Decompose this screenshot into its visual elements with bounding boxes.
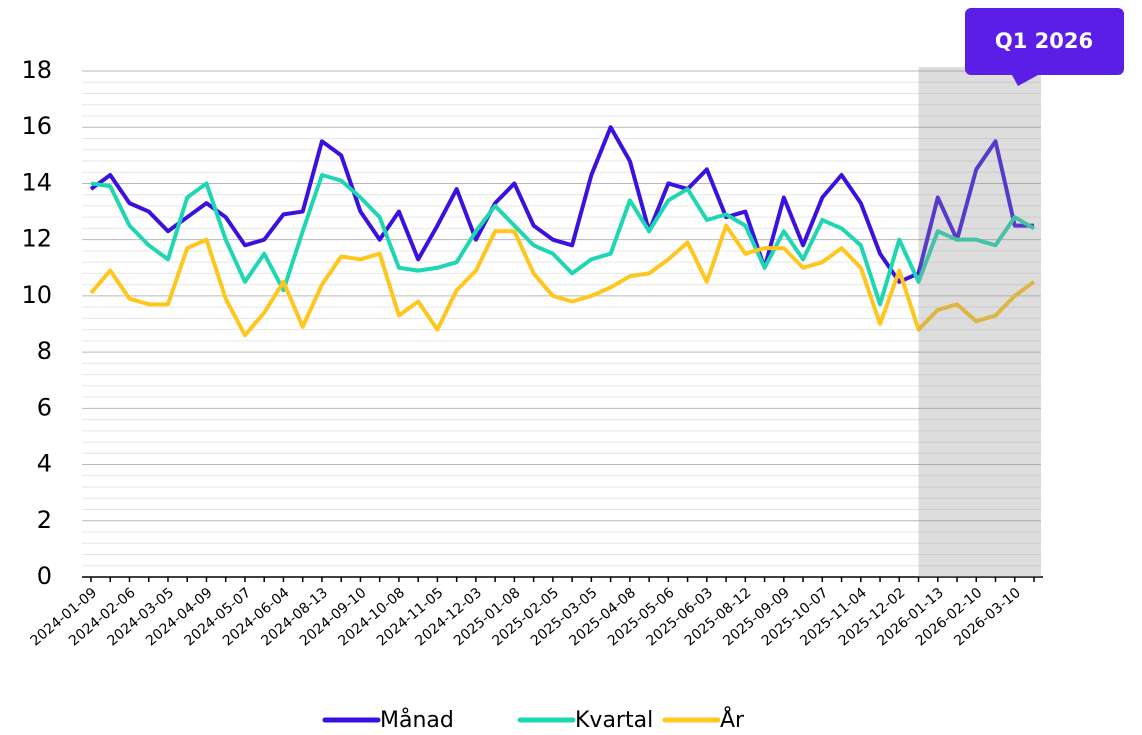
y-tick-label: 18 (21, 56, 52, 84)
y-tick-label: 16 (21, 112, 52, 140)
y-tick-label: 2 (37, 506, 52, 534)
callout-label: Q1 2026 (995, 29, 1093, 53)
y-tick-label: 12 (21, 225, 52, 253)
callout-box (965, 8, 1124, 86)
y-tick-label: 8 (37, 337, 52, 365)
legend-label: Kvartal (575, 708, 653, 733)
legend-label: År (720, 706, 745, 733)
y-tick-label: 14 (21, 168, 52, 196)
y-tick-label: 6 (37, 393, 52, 421)
data-line (90, 173, 1036, 307)
data-line (89, 125, 1034, 284)
data-line (89, 223, 1036, 338)
highlight-region (918, 67, 1041, 577)
legend-label: Månad (380, 707, 454, 733)
y-tick-label: 10 (21, 281, 52, 309)
y-tick-label: 4 (37, 450, 52, 478)
y-tick-label: 0 (37, 562, 52, 590)
